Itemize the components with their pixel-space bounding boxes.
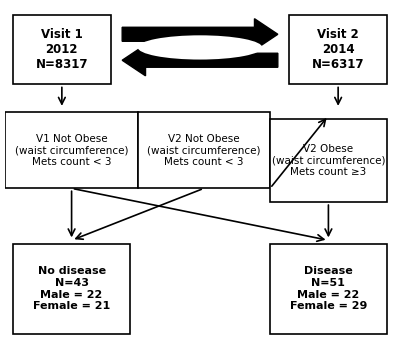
- FancyBboxPatch shape: [13, 244, 130, 334]
- Text: No disease
N=43
Male = 22
Female = 21: No disease N=43 Male = 22 Female = 21: [33, 266, 110, 311]
- Text: V2 Not Obese
(waist circumference)
Mets count < 3: V2 Not Obese (waist circumference) Mets …: [147, 134, 261, 167]
- Text: Disease
N=51
Male = 22
Female = 29: Disease N=51 Male = 22 Female = 29: [290, 266, 367, 311]
- FancyBboxPatch shape: [290, 15, 387, 84]
- Text: V2 Obese
(waist circumference)
Mets count ≥3: V2 Obese (waist circumference) Mets coun…: [272, 144, 385, 177]
- FancyBboxPatch shape: [13, 15, 110, 84]
- FancyBboxPatch shape: [6, 112, 138, 188]
- Polygon shape: [122, 19, 278, 50]
- Ellipse shape: [138, 35, 262, 60]
- Text: Visit 1
2012
N=8317: Visit 1 2012 N=8317: [36, 28, 88, 71]
- FancyBboxPatch shape: [138, 112, 270, 188]
- Text: Visit 2
2014
N=6317: Visit 2 2014 N=6317: [312, 28, 364, 71]
- Text: V1 Not Obese
(waist circumference)
Mets count < 3: V1 Not Obese (waist circumference) Mets …: [15, 134, 128, 167]
- Polygon shape: [122, 45, 278, 76]
- FancyBboxPatch shape: [270, 244, 387, 334]
- FancyBboxPatch shape: [270, 119, 387, 202]
